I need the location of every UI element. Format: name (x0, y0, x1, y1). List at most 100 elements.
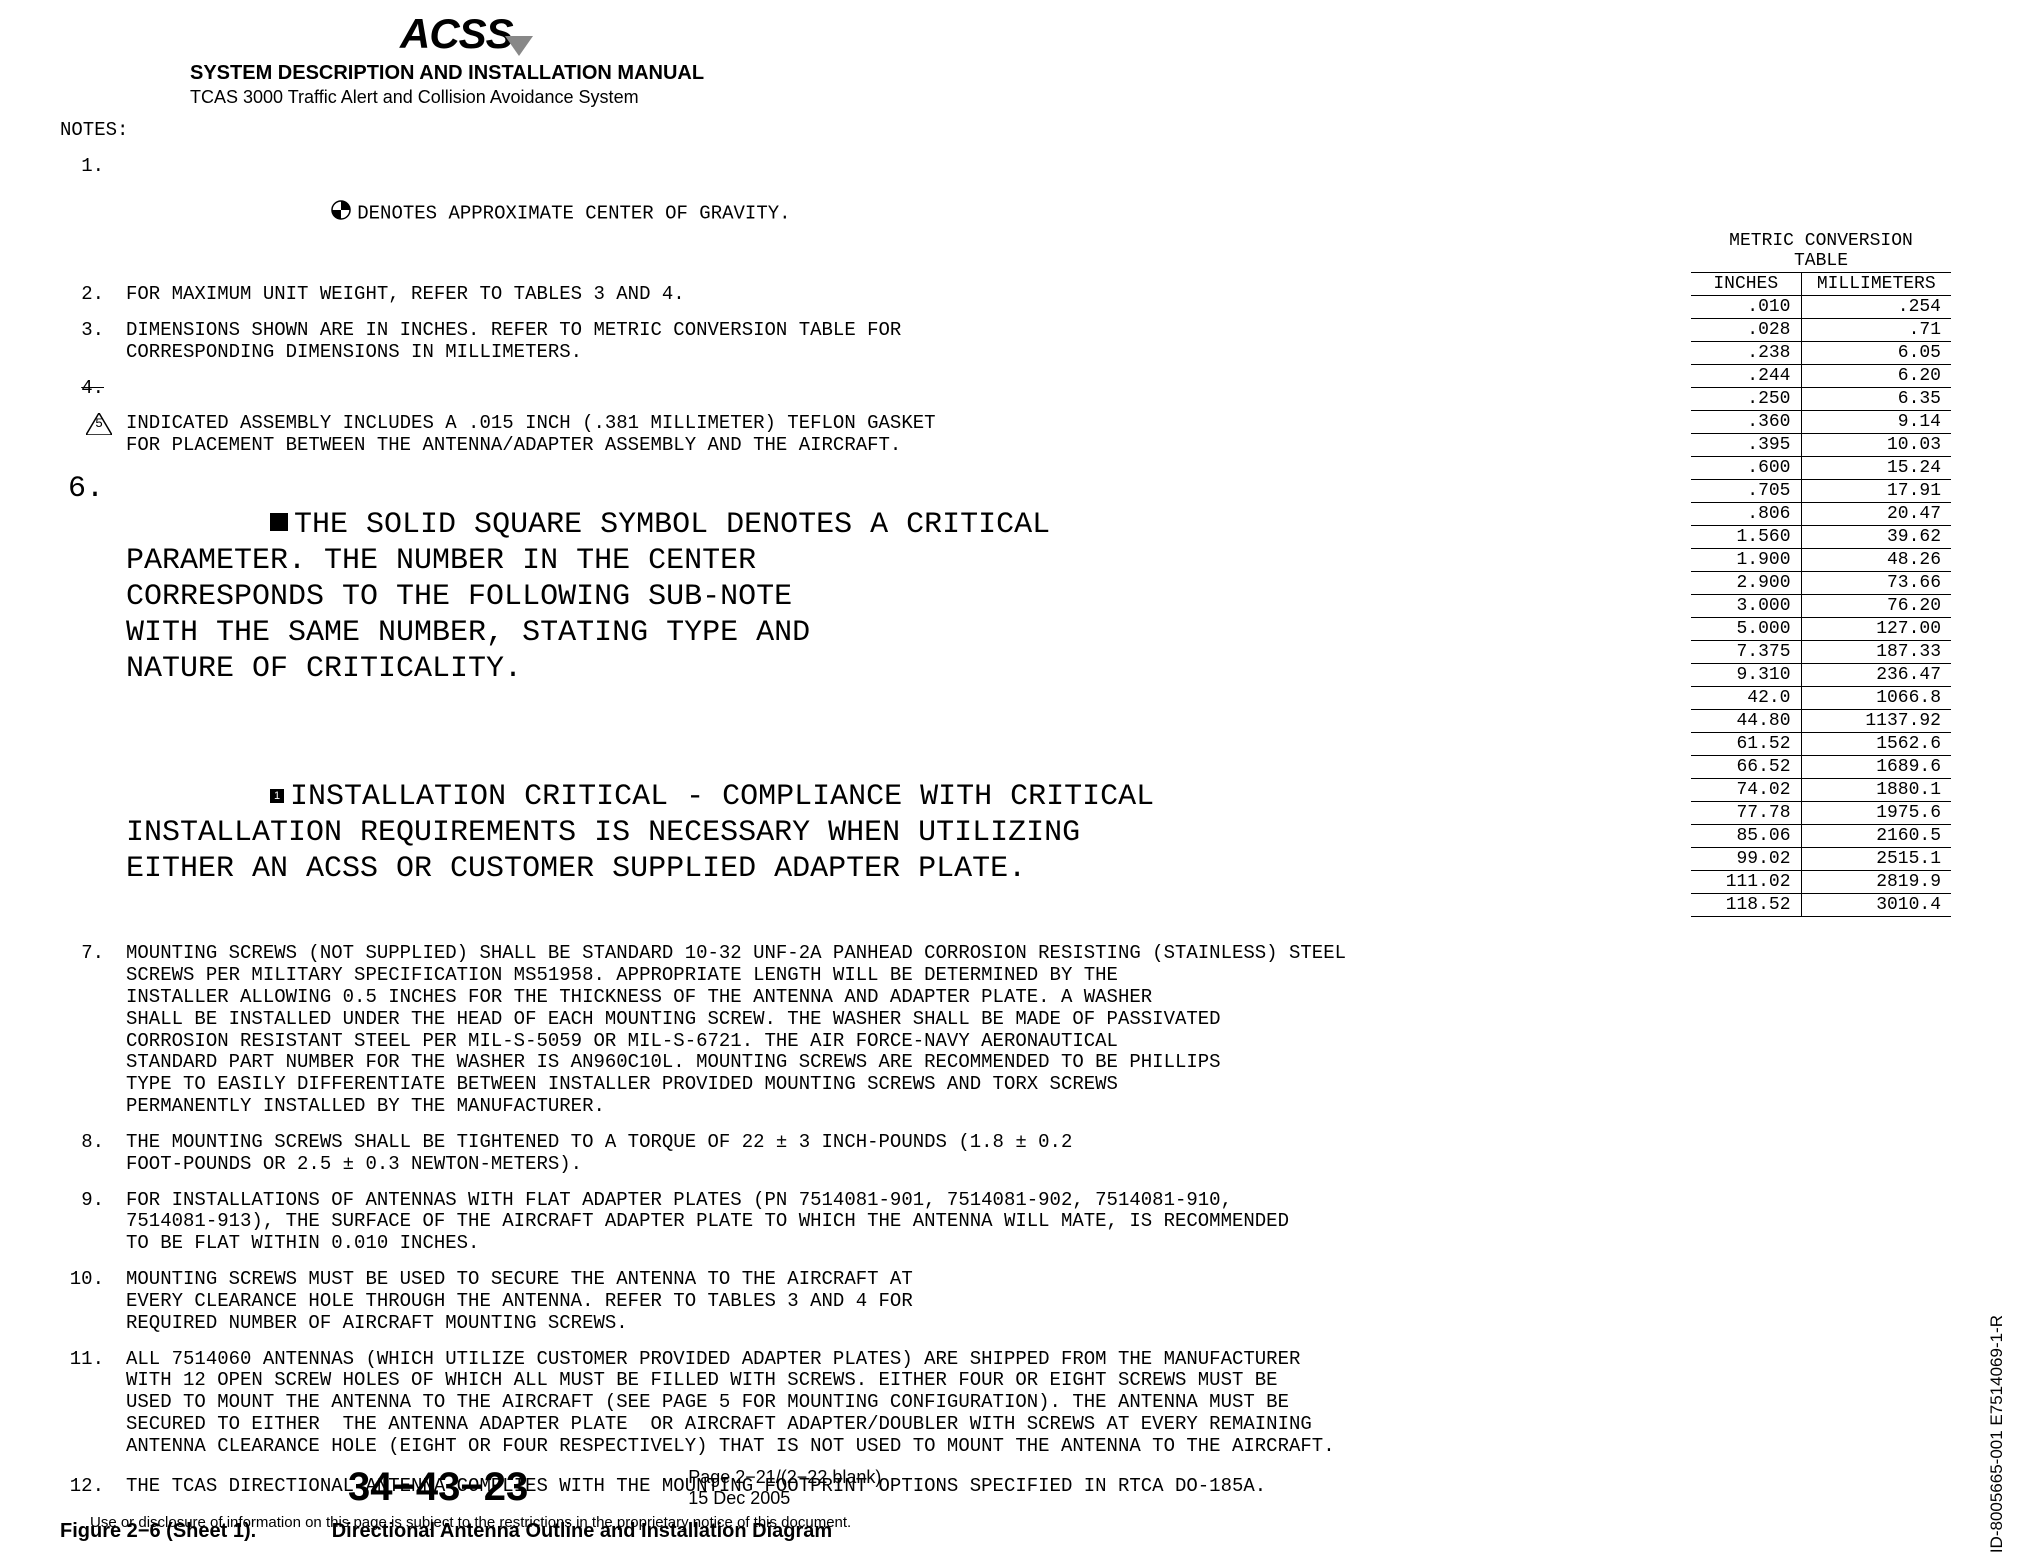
table-title: METRIC CONVERSION TABLE (1691, 232, 1951, 272)
cell-inches: .600 (1691, 456, 1801, 479)
note-10: 10. MOUNTING SCREWS MUST BE USED TO SECU… (60, 1269, 1640, 1335)
title: SYSTEM DESCRIPTION AND INSTALLATION MANU… (190, 62, 1971, 85)
note-number: 2. (60, 284, 126, 306)
cell-mm: 76.20 (1801, 594, 1951, 617)
note-text: INDICATED ASSEMBLY INCLUDES A .015 INCH … (126, 413, 1640, 457)
note-2: 2. FOR MAXIMUM UNIT WEIGHT, REFER TO TAB… (60, 284, 1640, 306)
page-info: Page 2−21/(2−22 blank) 15 Dec 2005 (688, 1467, 881, 1510)
cell-mm: 6.35 (1801, 387, 1951, 410)
table-row: .70517.91 (1691, 479, 1951, 502)
note-1: 1. DENOTES APPROXIMATE CENTER OF GRAVITY… (60, 156, 1640, 270)
table-title-l2: TABLE (1794, 251, 1848, 271)
table-row: 85.062160.5 (1691, 824, 1951, 847)
cell-mm: 1066.8 (1801, 686, 1951, 709)
cell-inches: 3.000 (1691, 594, 1801, 617)
cell-mm: .71 (1801, 318, 1951, 341)
note-number: 11. (60, 1349, 126, 1458)
cell-inches: .028 (1691, 318, 1801, 341)
note-text: ALL 7514060 ANTENNAS (WHICH UTILIZE CUST… (126, 1349, 1640, 1458)
note-number (60, 743, 126, 923)
col-header-mm: MILLIMETERS (1801, 272, 1951, 295)
cell-inches: .806 (1691, 502, 1801, 525)
cell-inches: 99.02 (1691, 847, 1801, 870)
table-row: .2386.05 (1691, 341, 1951, 364)
section-number: 34−43−23 (348, 1465, 528, 1510)
table-row: 3.00076.20 (1691, 594, 1951, 617)
table-row: 118.523010.4 (1691, 893, 1951, 916)
note-number: 3. (60, 320, 126, 364)
note-text: 1INSTALLATION CRITICAL - COMPLIANCE WITH… (126, 743, 1640, 923)
cell-mm: 2160.5 (1801, 824, 1951, 847)
cell-mm: 2515.1 (1801, 847, 1951, 870)
cell-inches: .395 (1691, 433, 1801, 456)
cell-mm: 15.24 (1801, 456, 1951, 479)
table-row: .028.71 (1691, 318, 1951, 341)
cell-inches: 9.310 (1691, 663, 1801, 686)
cell-mm: 9.14 (1801, 410, 1951, 433)
table-row: 66.521689.6 (1691, 755, 1951, 778)
table-row: 2.90073.66 (1691, 571, 1951, 594)
cell-mm: 17.91 (1801, 479, 1951, 502)
table-body: .010.254.028.71.2386.05.2446.20.2506.35.… (1691, 295, 1951, 916)
cell-mm: 20.47 (1801, 502, 1951, 525)
table-row: 99.022515.1 (1691, 847, 1951, 870)
cell-inches: 74.02 (1691, 778, 1801, 801)
cell-mm: 127.00 (1801, 617, 1951, 640)
cell-inches: 118.52 (1691, 893, 1801, 916)
table-row: 111.022819.9 (1691, 870, 1951, 893)
table-row: 44.801137.92 (1691, 709, 1951, 732)
cell-mm: 1880.1 (1801, 778, 1951, 801)
metric-conversion-table: METRIC CONVERSION TABLE INCHES MILLIMETE… (1691, 232, 1951, 917)
note-6: 6. THE SOLID SQUARE SYMBOL DENOTES A CRI… (60, 471, 1640, 723)
cell-inches: 61.52 (1691, 732, 1801, 755)
note-text: DENOTES APPROXIMATE CENTER OF GRAVITY. (126, 156, 1640, 270)
note-number: 6. (60, 471, 126, 723)
col-header-inches: INCHES (1691, 272, 1801, 295)
page-date: 15 Dec 2005 (688, 1488, 881, 1510)
note-number: 10. (60, 1269, 126, 1335)
cell-inches: .010 (1691, 295, 1801, 318)
note-8: 8. THE MOUNTING SCREWS SHALL BE TIGHTENE… (60, 1132, 1640, 1176)
logo-row: ACSS (400, 10, 1971, 58)
table-row: .010.254 (1691, 295, 1951, 318)
page-number: Page 2−21/(2−22 blank) (688, 1467, 881, 1489)
cell-inches: 5.000 (1691, 617, 1801, 640)
table-row: .3609.14 (1691, 410, 1951, 433)
note-text: THE MOUNTING SCREWS SHALL BE TIGHTENED T… (126, 1132, 1640, 1176)
note-9: 9. FOR INSTALLATIONS OF ANTENNAS WITH FL… (60, 1190, 1640, 1256)
table-row: .2506.35 (1691, 387, 1951, 410)
table-row: 42.01066.8 (1691, 686, 1951, 709)
cell-inches: 1.560 (1691, 525, 1801, 548)
table-row: .2446.20 (1691, 364, 1951, 387)
note-text: THE SOLID SQUARE SYMBOL DENOTES A CRITIC… (126, 471, 1640, 723)
cell-inches: .244 (1691, 364, 1801, 387)
table-row: .39510.03 (1691, 433, 1951, 456)
note-text: FOR INSTALLATIONS OF ANTENNAS WITH FLAT … (126, 1190, 1640, 1256)
note-number: 9. (60, 1190, 126, 1256)
center-of-gravity-icon (217, 178, 351, 249)
cell-inches: 111.02 (1691, 870, 1801, 893)
footer: 34−43−23 Page 2−21/(2−22 blank) 15 Dec 2… (0, 1465, 2031, 1531)
triangle-icon: 5 (86, 413, 112, 435)
cell-inches: 44.80 (1691, 709, 1801, 732)
cell-inches: 66.52 (1691, 755, 1801, 778)
solid-square-icon (270, 513, 288, 531)
note-number-struck: 4. (60, 378, 126, 400)
table-row: 7.375187.33 (1691, 640, 1951, 663)
table-title-l1: METRIC CONVERSION (1729, 231, 1913, 251)
cell-mm: 10.03 (1801, 433, 1951, 456)
notes-area: NOTES: 1. DENOTES APPROXIMATE CENTER OF … (60, 120, 1640, 1498)
cell-mm: 1975.6 (1801, 801, 1951, 824)
cell-mm: 3010.4 (1801, 893, 1951, 916)
cell-mm: 2819.9 (1801, 870, 1951, 893)
cell-mm: 236.47 (1801, 663, 1951, 686)
table-row: .60015.24 (1691, 456, 1951, 479)
note-number: 7. (60, 943, 126, 1118)
cell-inches: 85.06 (1691, 824, 1801, 847)
note-3: 3. DIMENSIONS SHOWN ARE IN INCHES. REFER… (60, 320, 1640, 364)
cell-inches: 1.900 (1691, 548, 1801, 571)
solid-square-1-icon: 1 (270, 789, 284, 803)
note-6-sub: 1INSTALLATION CRITICAL - COMPLIANCE WITH… (60, 743, 1640, 923)
cell-mm: 1137.92 (1801, 709, 1951, 732)
cell-mm: 187.33 (1801, 640, 1951, 663)
